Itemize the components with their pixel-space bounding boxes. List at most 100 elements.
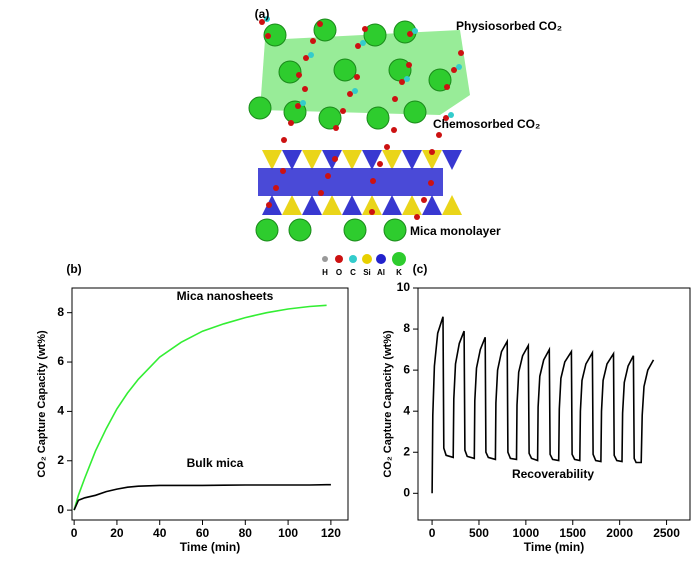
o-atom (347, 91, 353, 97)
o-atom (296, 72, 302, 78)
c-atom (264, 16, 270, 22)
panel-label: (b) (66, 262, 81, 276)
tetrahedron (322, 195, 342, 215)
k-atom (248, 96, 272, 120)
k-atom (343, 218, 367, 242)
plot-frame (71, 287, 349, 521)
o-atom (295, 103, 301, 109)
y-tick-label: 0 (403, 485, 410, 499)
x-tick-label: 20 (110, 526, 124, 540)
x-tick-label: 2000 (606, 526, 633, 540)
x-tick-label: 40 (153, 526, 167, 540)
o-atom (259, 19, 265, 25)
legend-label: H (322, 268, 328, 277)
legend-atom (392, 252, 406, 266)
o-atom (451, 67, 457, 73)
k-atom (366, 106, 390, 130)
o-atom (399, 79, 405, 85)
o-atom (392, 96, 398, 102)
chart: (c) 0 500 1000 1500 2000 2500 0 2 4 6 8 10 Time (min)… (382, 262, 691, 554)
legend-label: Al (377, 268, 385, 277)
aluminum-layer (258, 168, 443, 196)
tetrahedron (282, 195, 302, 215)
tetrahedron (262, 150, 282, 170)
o-atom (280, 168, 286, 174)
series-label: Mica nanosheets (177, 289, 274, 303)
tetrahedron (322, 150, 342, 170)
legend-atom (376, 254, 386, 264)
o-atom (369, 209, 375, 215)
o-atom (340, 108, 346, 114)
k-atom (383, 218, 407, 242)
legend-atom (349, 255, 357, 263)
tetrahedron (362, 195, 382, 215)
x-tick-label: 0 (429, 526, 436, 540)
tetrahedron (302, 195, 322, 215)
o-atom (414, 214, 420, 220)
tetrahedron (342, 150, 362, 170)
k-atom (403, 100, 427, 124)
legend-atom (335, 255, 343, 263)
tetrahedron (282, 150, 302, 170)
x-tick-label: 80 (239, 526, 253, 540)
tetrahedron (342, 195, 362, 215)
y-tick-label: 6 (403, 362, 410, 376)
annotation: Chemosorbed CO₂ (433, 117, 540, 131)
x-tick-label: 0 (71, 526, 78, 540)
tetrahedron (422, 195, 442, 215)
legend-label: O (336, 268, 342, 277)
o-atom (362, 26, 368, 32)
tetrahedron (442, 150, 462, 170)
o-atom (332, 156, 338, 162)
x-tick-label: 500 (469, 526, 489, 540)
tetrahedron (382, 150, 402, 170)
o-atom (265, 33, 271, 39)
c-atom (308, 52, 314, 58)
k-atom (263, 23, 287, 47)
octahedra-layer (260, 30, 470, 115)
legend-atom (322, 256, 328, 262)
x-tick-label: 100 (278, 526, 298, 540)
tetrahedron (402, 195, 422, 215)
data-line (431, 316, 655, 494)
y-axis-label: CO₂ Capture Capacity (wt%) (382, 330, 394, 478)
tetrahedron (442, 195, 462, 215)
tetrahedron (402, 150, 422, 170)
o-atom (333, 125, 339, 131)
chart: (b) 0 20 40 60 80 100 120 0 2 4 6 8 Time (min) CO₂ Cap… (36, 262, 349, 554)
annotation: Physiosorbed CO₂ (456, 19, 562, 33)
legend-label: Si (363, 268, 371, 277)
o-atom (325, 173, 331, 179)
c-atom (360, 40, 366, 46)
panel-label: (a) (255, 7, 270, 21)
o-atom (317, 21, 323, 27)
o-atom (303, 55, 309, 61)
o-atom (266, 202, 272, 208)
x-tick-label: 60 (196, 526, 210, 540)
c-atom (412, 28, 418, 34)
x-tick-label: 1000 (513, 526, 540, 540)
o-atom (310, 38, 316, 44)
o-atom (384, 144, 390, 150)
o-atom (302, 86, 308, 92)
x-tick-label: 120 (321, 526, 341, 540)
o-atom (436, 132, 442, 138)
y-tick-label: 4 (57, 404, 64, 418)
o-atom (407, 31, 413, 37)
legend-label: K (396, 268, 402, 277)
o-atom (273, 185, 279, 191)
structure-illustration (248, 16, 470, 242)
k-atom (255, 218, 279, 242)
o-atom (370, 178, 376, 184)
c-atom (300, 100, 306, 106)
tetrahedron (302, 150, 322, 170)
y-tick-label: 0 (57, 502, 64, 516)
o-atom (443, 115, 449, 121)
o-atom (406, 62, 412, 68)
k-atom (363, 23, 387, 47)
annotation: Recoverability (512, 467, 594, 481)
o-atom (428, 180, 434, 186)
x-axis-label: Time (min) (180, 540, 240, 554)
tetrahedron (422, 150, 442, 170)
